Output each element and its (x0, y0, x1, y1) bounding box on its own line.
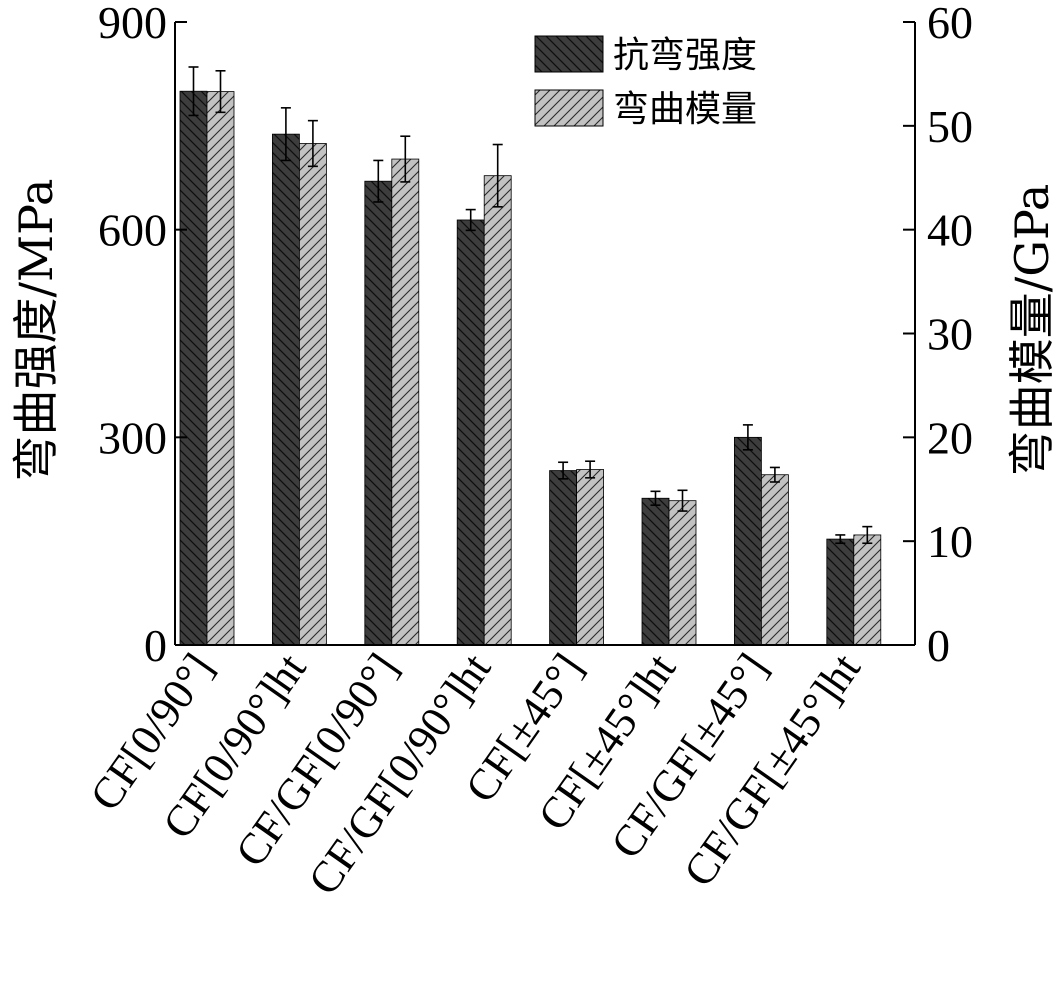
right-tick-label: 10 (927, 516, 973, 567)
bar-modulus-1 (298, 143, 327, 646)
bar-strength-7 (826, 538, 855, 646)
left-tick-label: 300 (98, 412, 167, 463)
error-bars-layer (188, 66, 873, 545)
bar-strength-0 (179, 90, 208, 646)
right-tick-label: 0 (927, 620, 950, 671)
right-axis-ticks: 0 10 20 30 40 50 60 (903, 0, 973, 671)
bar-modulus-0 (206, 91, 235, 646)
error-bar-modulus-7 (862, 525, 873, 545)
left-tick-label: 600 (98, 205, 167, 256)
error-bar-strength-3 (465, 208, 476, 232)
right-tick-label: 60 (927, 0, 973, 48)
error-bar-modulus-6 (769, 466, 780, 483)
bar-strength-4 (549, 470, 577, 646)
error-bar-strength-2 (373, 159, 384, 203)
category-labels: CF[0/90°]CF[0/90°]htCF/GF[0/90°]CF/GF[0/… (80, 645, 870, 904)
error-bar-strength-4 (558, 461, 569, 480)
legend-swatch-modulus (534, 89, 604, 127)
right-tick-label: 40 (927, 205, 973, 256)
error-bar-strength-0 (188, 66, 199, 117)
error-bar-strength-6 (742, 424, 753, 451)
error-bar-modulus-5 (677, 489, 688, 512)
left-tick-label: 900 (98, 0, 167, 48)
bar-strength-5 (641, 497, 670, 646)
bar-strength-3 (456, 219, 485, 646)
right-axis-title: 弯曲模量/GPa (1005, 184, 1059, 477)
legend-label-modulus: 弯曲模量 (613, 89, 757, 130)
legend: 抗弯强度 弯曲模量 (534, 35, 757, 130)
bar-modulus-3 (483, 175, 512, 646)
error-bar-modulus-1 (307, 119, 318, 168)
left-axis-ticks: 0 300 600 900 (98, 0, 187, 671)
bar-modulus-5 (668, 500, 697, 646)
error-bar-strength-5 (650, 490, 661, 506)
right-tick-label: 20 (927, 412, 973, 463)
legend-label-strength: 抗弯强度 (613, 35, 757, 76)
bars-layer (179, 90, 882, 646)
bar-modulus-2 (391, 158, 420, 646)
left-tick-label: 0 (144, 620, 167, 671)
error-bar-modulus-4 (585, 460, 596, 479)
right-tick-label: 30 (927, 309, 973, 360)
left-axis-title: 弯曲强度/MPa (9, 179, 63, 482)
error-bar-strength-1 (280, 107, 291, 162)
error-bar-strength-7 (835, 534, 846, 545)
error-bar-modulus-2 (400, 135, 411, 183)
right-tick-label: 50 (927, 101, 973, 152)
bar-strength-2 (364, 180, 393, 646)
bar-strength-6 (734, 436, 762, 646)
bar-modulus-4 (576, 469, 604, 646)
error-bar-modulus-0 (215, 70, 226, 114)
bar-modulus-7 (853, 534, 882, 646)
error-bar-modulus-3 (492, 143, 503, 208)
bar-modulus-6 (761, 474, 789, 646)
legend-swatch-strength (534, 35, 604, 73)
bar-strength-1 (271, 133, 300, 646)
